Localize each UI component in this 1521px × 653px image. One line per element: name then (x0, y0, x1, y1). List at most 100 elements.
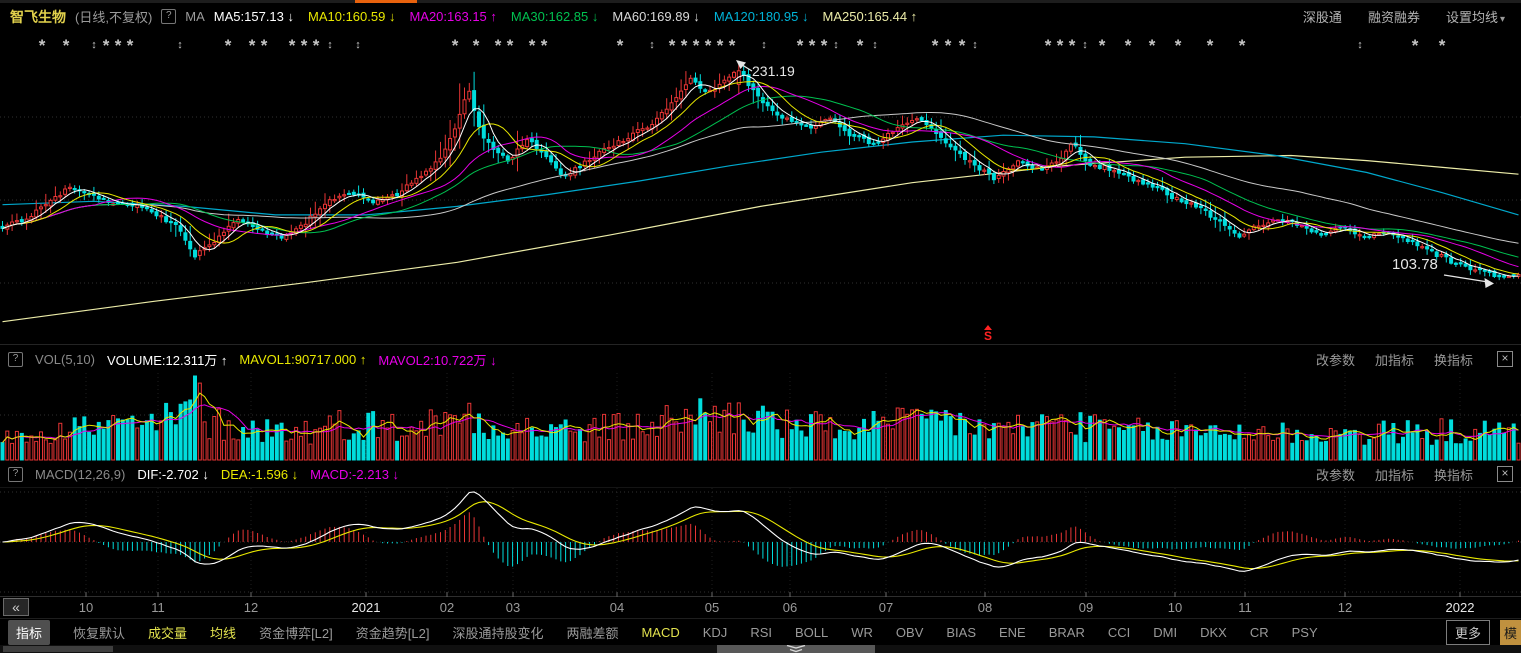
vol-pane-controls: 改参数 加指标 换指标 × (1316, 350, 1513, 369)
horizontal-scrollbar-thumb[interactable] (3, 646, 113, 652)
svg-text:*: * (681, 36, 688, 55)
svg-text:↕: ↕ (355, 39, 361, 51)
scroll-back-button[interactable]: « (3, 598, 29, 616)
svg-text:*: * (1412, 36, 1419, 55)
volume-chart[interactable] (0, 373, 1521, 461)
svg-text:*: * (1439, 36, 1446, 55)
macd-chart-canvas[interactable] (0, 488, 1521, 597)
axis-label-2021: 2021 (351, 600, 381, 615)
toolbar-item-成交量[interactable]: 成交量 (148, 625, 188, 641)
svg-text:*: * (495, 36, 502, 55)
svg-text:*: * (1069, 36, 1076, 55)
low-price-annotation: 103.78 (1392, 256, 1438, 273)
macd-pane-close-icon[interactable]: × (1497, 466, 1513, 482)
svg-text:*: * (541, 36, 548, 55)
macd-pane-control-3[interactable]: 换指标 (1433, 467, 1473, 483)
toolbar-item-OBV[interactable]: OBV (895, 624, 924, 640)
ma-indicator-value: MA120:180.95 ↓ (713, 9, 809, 24)
toolbar-item-PSY[interactable]: PSY (1291, 624, 1318, 640)
svg-text:*: * (1175, 36, 1182, 55)
toolbar-item-ENE[interactable]: ENE (999, 624, 1026, 640)
toolbar-item-资金博弈[L2][interactable]: 资金博弈[L2] (259, 625, 333, 641)
axis-label-06: 06 (782, 600, 798, 615)
toolbar-item-CR[interactable]: CR (1249, 624, 1269, 640)
axis-label-11: 11 (151, 600, 165, 615)
axis-label-2022: 2022 (1445, 600, 1475, 615)
price-chart-canvas[interactable]: * * ↕ * * * ↕ * * * * * * ↕ ↕ * * * * * * * ↕ * * * * * * ↕ * * * ↕ * ↕ * * * ↕… (0, 30, 1521, 345)
svg-text:↕: ↕ (327, 39, 333, 51)
indicator-toolbar: 指标 恢复默认 成交量 均线 资金博弈[L2] 资金趋势[L2] 深股通持股变化 两融差额 MA… (0, 618, 1521, 645)
toolbar-item-MACD[interactable]: MACD (641, 624, 680, 640)
help-icon[interactable]: ? (161, 9, 177, 24)
chart-header: 智飞生物 (日线,不复权) ? MA MA5:157.13 ↓ MA10:160.… (0, 3, 1521, 30)
sell-triangle-icon (984, 325, 992, 330)
double-chevron-down-icon (786, 645, 806, 653)
toolbar-item-BRAR[interactable]: BRAR (1048, 624, 1085, 640)
progress-indicator (355, 0, 417, 3)
toolbar-item-更多[interactable]: 更多 (1445, 619, 1490, 645)
main-price-chart[interactable]: * * ↕ * * * ↕ * * * * * * ↕ ↕ * * * * * * * ↕ * * * * * * ↕ * * * ↕ * ↕ * * * ↕… (0, 30, 1521, 345)
macd-pane-title: MACD(12,26,9) (35, 466, 126, 482)
toolbar-item-BOLL[interactable]: BOLL (794, 624, 829, 640)
toolbar-item-深股通持股变化[interactable]: 深股通持股变化 (452, 625, 544, 641)
axis-label-10: 10 (1167, 600, 1183, 615)
toolbar-item-恢复默认[interactable]: 恢复默认 (73, 625, 126, 641)
toolbar-item-KDJ[interactable]: KDJ (702, 624, 728, 640)
toolbar-item-CCI[interactable]: CCI (1107, 624, 1131, 640)
vol-pane-value: MAVOL1:90717.000 ↑ (239, 351, 367, 367)
volume-pane-header: ? VOL(5,10) VOLUME:12.311万 ↑ MAVOL1:90717.0… (0, 345, 1521, 373)
macd-pane-help-icon[interactable]: ? (8, 466, 23, 482)
ma-prefix-label: MA (185, 9, 205, 24)
toolbar-item-WR[interactable]: WR (851, 624, 873, 640)
svg-text:*: * (507, 36, 514, 55)
svg-text:↕: ↕ (833, 39, 839, 51)
ma-indicator-value: MA5:157.13 ↓ (213, 9, 294, 24)
svg-text:↕: ↕ (1357, 39, 1363, 51)
vol-pane-close-icon[interactable]: × (1497, 351, 1513, 367)
macd-chart[interactable] (0, 488, 1521, 597)
macd-pane-control-1[interactable]: 改参数 (1315, 467, 1355, 483)
event-markers: * * ↕ * * * ↕ * * * * * * ↕ ↕ * * * * * * * ↕ * * * * * * ↕ * * * ↕ * ↕ * * * ↕… (39, 36, 1446, 55)
svg-text:↕: ↕ (177, 39, 183, 51)
toolbar-item-BIAS[interactable]: BIAS (946, 624, 976, 640)
svg-text:*: * (1207, 36, 1214, 55)
svg-text:*: * (669, 36, 676, 55)
header-link-3[interactable]: 设置均线 ▾ (1445, 10, 1505, 25)
macd-pane-value: DIF:-2.702 ↓ (137, 466, 209, 482)
svg-text:*: * (1149, 36, 1156, 55)
svg-text:↕: ↕ (91, 39, 97, 51)
toolbar-item-指标[interactable]: 指标 (8, 619, 51, 645)
toolbar-item-DKX[interactable]: DKX (1200, 624, 1227, 640)
macd-pane-control-2[interactable]: 加指标 (1374, 467, 1414, 483)
svg-text:*: * (261, 36, 268, 55)
svg-text:*: * (797, 36, 804, 55)
bottom-scroll-strip (0, 645, 1521, 653)
vol-pane-control-3[interactable]: 换指标 (1433, 352, 1473, 368)
sell-signal-marker: S (981, 325, 995, 342)
svg-text:*: * (959, 36, 966, 55)
top-progress-bar (0, 0, 1521, 3)
toolbar-item-均线[interactable]: 均线 (210, 625, 237, 641)
vol-pane-control-1[interactable]: 改参数 (1315, 352, 1355, 368)
axis-label-07: 07 (878, 600, 894, 615)
svg-text:↕: ↕ (1082, 39, 1088, 51)
toolbar-right-group: 更多模 (1445, 619, 1521, 645)
svg-text:*: * (945, 36, 952, 55)
toolbar-item-RSI[interactable]: RSI (750, 624, 772, 640)
header-link-1[interactable]: 深股通 (1302, 10, 1342, 25)
volume-chart-canvas[interactable] (0, 373, 1521, 461)
vol-pane-help-icon[interactable]: ? (8, 351, 23, 367)
svg-text:*: * (39, 36, 46, 55)
toolbar-item-两融差额[interactable]: 两融差额 (566, 625, 619, 641)
toolbar-item-模[interactable]: 模 (1499, 619, 1521, 645)
axis-label-08: 08 (977, 600, 993, 615)
svg-text:*: * (1057, 36, 1064, 55)
toolbar-item-资金趋势[L2][interactable]: 资金趋势[L2] (355, 625, 430, 641)
header-link-2[interactable]: 融资融券 (1367, 10, 1420, 25)
vol-pane-control-2[interactable]: 加指标 (1374, 352, 1414, 368)
svg-text:*: * (249, 36, 256, 55)
panel-expand-handle[interactable] (717, 645, 875, 653)
toolbar-item-DMI[interactable]: DMI (1153, 624, 1178, 640)
svg-text:*: * (313, 36, 320, 55)
